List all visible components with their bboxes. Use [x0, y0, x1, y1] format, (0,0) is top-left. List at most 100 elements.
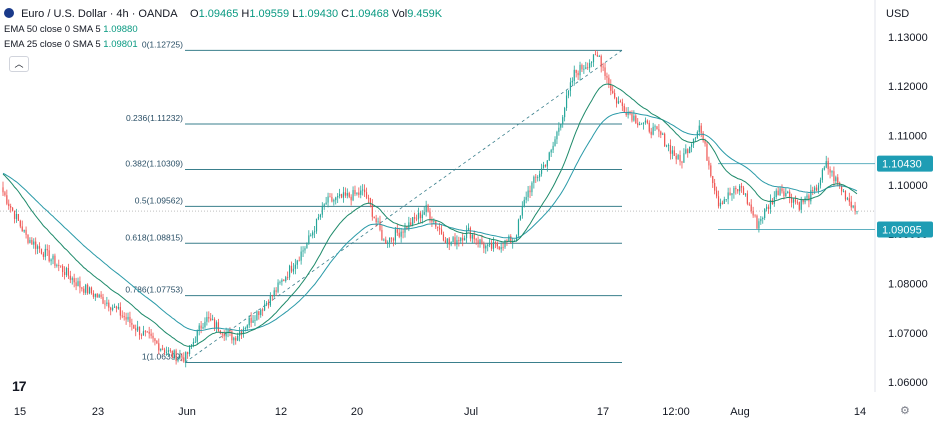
candle-body — [296, 260, 298, 265]
candle-body — [769, 200, 772, 210]
fib-level-label: 0.5(1.09562) — [135, 195, 183, 205]
candle-body — [637, 123, 639, 126]
candle-body — [473, 234, 475, 240]
candle-body — [810, 190, 812, 202]
candle-body — [508, 236, 510, 241]
candle-body — [837, 177, 839, 183]
candle-body — [812, 190, 814, 192]
candle-body — [664, 133, 666, 147]
candle-body — [746, 193, 748, 204]
candle-body — [185, 352, 187, 362]
candle-body — [846, 198, 848, 200]
candle-body — [500, 247, 502, 250]
time-axis: 15 23 Jun 12 20 Jul 17 12:00 Aug 14 — [14, 406, 866, 418]
indicator-ema25[interactable]: EMA 25 close 0 SMA 5 1.09801 — [4, 39, 138, 50]
candle-body — [240, 331, 243, 335]
candle-body — [135, 328, 137, 331]
candle-body — [406, 226, 408, 230]
candle-body — [442, 234, 445, 241]
fib-level-label: 0.618(1.08815) — [125, 232, 183, 242]
tradingview-logo[interactable]: 17 — [12, 378, 27, 394]
candle-body — [600, 56, 602, 67]
candle-body — [662, 133, 664, 135]
candle-body — [290, 265, 293, 272]
candle-body — [598, 56, 600, 57]
price-badge-label: 1.09095 — [882, 224, 922, 236]
candle-body — [567, 90, 570, 96]
candle-body — [171, 351, 173, 358]
low-value: 1.09430 — [298, 8, 339, 20]
gear-icon[interactable]: ⚙ — [900, 405, 910, 417]
candle-body — [187, 352, 189, 354]
candle-body — [352, 190, 354, 201]
candle-body — [635, 115, 637, 124]
candle-body — [725, 199, 727, 200]
candle-body — [808, 195, 810, 202]
candle-body — [37, 246, 39, 249]
candle-body — [150, 333, 152, 336]
candle-body — [821, 169, 823, 180]
candle-body — [610, 84, 612, 91]
candle-body — [15, 213, 18, 219]
candle-body — [760, 218, 762, 222]
candle-body — [429, 211, 431, 220]
candle-body — [523, 199, 525, 207]
candle-body — [756, 215, 758, 229]
candle-body — [794, 199, 797, 202]
candle-body — [181, 355, 183, 358]
candle-body — [819, 179, 822, 186]
candle-body — [90, 287, 93, 294]
candle-body — [404, 226, 406, 233]
candle-body — [427, 205, 429, 212]
candle-body — [365, 192, 368, 198]
candle-body — [800, 199, 802, 210]
candle-body — [762, 218, 764, 219]
candle-body — [19, 220, 21, 227]
fib-level-label: 0(1.12725) — [142, 39, 183, 49]
candle-body — [417, 212, 420, 220]
indicator-ema50[interactable]: EMA 50 close 0 SMA 5 1.09880 — [4, 24, 138, 35]
candle-body — [529, 190, 531, 193]
candle-body — [558, 127, 560, 132]
candle-body — [764, 208, 766, 219]
candle-body — [304, 248, 306, 251]
candle-body — [631, 113, 633, 121]
candle-body — [615, 97, 618, 104]
candle-body — [364, 189, 366, 193]
chevron-up-icon[interactable]: ︿ — [9, 56, 29, 72]
candle-body — [394, 229, 396, 241]
candle-body — [779, 188, 781, 196]
candle-body — [706, 143, 708, 161]
candle-body — [552, 145, 554, 151]
candle-body — [315, 218, 318, 232]
candle-body — [727, 192, 729, 200]
symbol-title[interactable]: Euro / U.S. Dollar · 4h · OANDA — [21, 8, 177, 20]
x-tick-label: Jun — [178, 406, 196, 418]
candle-body — [106, 302, 108, 304]
candle-body — [531, 182, 533, 193]
candle-body — [675, 155, 677, 160]
candle-body — [712, 176, 714, 183]
candle-body — [342, 192, 345, 198]
candle-body — [231, 331, 233, 341]
candle-body — [44, 248, 46, 257]
candle-body — [148, 331, 150, 334]
candle-body — [165, 351, 168, 353]
candle-body — [679, 155, 681, 162]
candle-body — [454, 237, 456, 245]
ema50-line — [2, 111, 858, 332]
currency-selector[interactable]: USD — [886, 8, 910, 20]
candle-body — [823, 167, 825, 170]
candle-body — [667, 145, 670, 146]
candle-body — [456, 240, 458, 245]
candle-body — [42, 253, 44, 257]
candle-body — [423, 212, 425, 215]
candle-body — [690, 144, 693, 147]
candle-body — [587, 67, 589, 69]
candle-body — [521, 206, 523, 216]
candle-body — [367, 197, 370, 199]
candle-body — [792, 199, 795, 203]
candle-body — [479, 239, 481, 244]
candle-body — [802, 199, 804, 203]
